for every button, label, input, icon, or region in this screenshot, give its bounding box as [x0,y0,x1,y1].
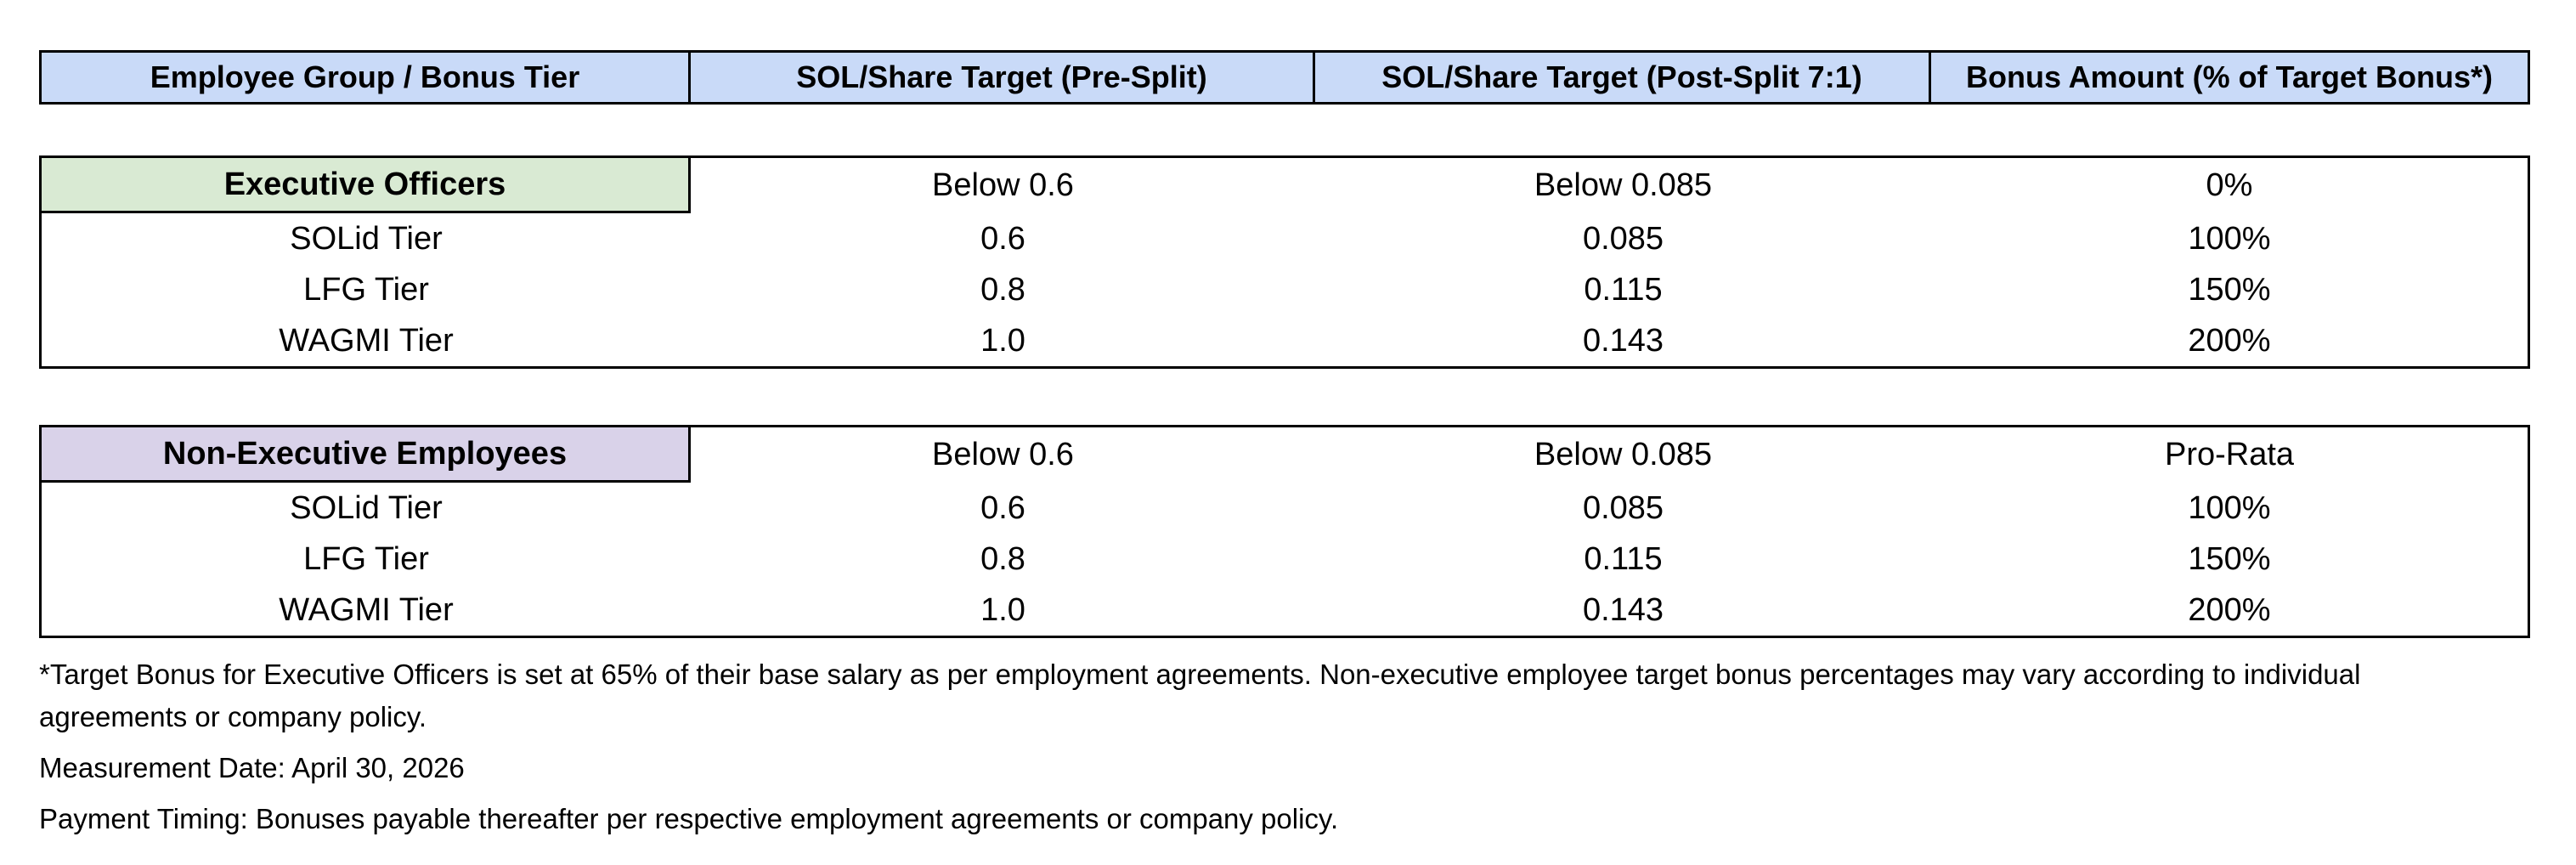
pre-split-value-cell: 0.8 [980,271,1025,308]
post-split-threshold-cell: Below 0.085 [1534,437,1713,472]
post-split-value-cell: 0.143 [1582,591,1664,628]
tier-name-cell: SOLid Tier [290,220,443,257]
tier-name-cell: WAGMI Tier [279,591,454,628]
non-executive-employees-table: Non-Executive Employees Below 0.6 Below … [39,425,2530,638]
table-row: SOLid Tier 0.6 0.085 100% [42,483,2528,534]
table-row: LFG Tier 0.8 0.115 150% [42,534,2528,585]
tier-name-cell: SOLid Tier [290,489,443,526]
table-row: WAGMI Tier 1.0 0.143 200% [42,585,2528,636]
tier-name-cell: WAGMI Tier [279,322,454,359]
bonus-value-cell: 100% [2188,489,2271,526]
bonus-value-cell: 200% [2188,591,2271,628]
bonus-tier-header-table: Employee Group / Bonus Tier SOL/Share Ta… [39,50,2530,105]
pre-split-value-cell: 1.0 [980,591,1025,628]
post-split-value-cell: 0.085 [1582,489,1664,526]
bonus-threshold-cell: 0% [2206,167,2253,203]
measurement-date-text: Measurement Date: April 30, 2026 [39,752,465,783]
header-cell-pre-split-target: SOL/Share Target (Pre-Split) [691,53,1315,102]
header-cell-employee-group: Employee Group / Bonus Tier [42,53,691,102]
pre-split-value-cell: 0.6 [980,489,1025,526]
bonus-threshold-cell: Pro-Rata [2164,437,2295,472]
table-row: SOLid Tier 0.6 0.085 100% [42,213,2528,264]
bonus-value-cell: 100% [2188,220,2271,257]
bonus-value-cell: 200% [2188,322,2271,359]
bonus-value-cell: 150% [2188,540,2271,577]
table-row: Non-Executive Employees Below 0.6 Below … [42,427,2528,483]
table-row: Executive Officers Below 0.6 Below 0.085… [42,158,2528,213]
post-split-threshold-cell: Below 0.085 [1534,167,1713,203]
executive-officers-table: Executive Officers Below 0.6 Below 0.085… [39,155,2530,369]
bonus-value-cell: 150% [2188,271,2271,308]
pre-split-value-cell: 1.0 [980,322,1025,359]
header-cell-bonus-amount: Bonus Amount (% of Target Bonus*) [1966,59,2493,94]
table-row: WAGMI Tier 1.0 0.143 200% [42,315,2528,366]
post-split-value-cell: 0.115 [1584,271,1663,308]
tier-name-cell: LFG Tier [303,540,429,577]
header-cell-post-split-target: SOL/Share Target (Post-Split 7:1) [1315,53,1931,102]
post-split-value-cell: 0.085 [1582,220,1664,257]
pre-split-value-cell: 0.6 [980,220,1025,257]
target-bonus-footnote: *Target Bonus for Executive Officers is … [39,659,2361,732]
group-name-cell: Non-Executive Employees [42,427,691,483]
pre-split-threshold-cell: Below 0.6 [932,167,1074,203]
group-name-cell: Executive Officers [42,158,691,213]
payment-timing-text: Payment Timing: Bonuses payable thereaft… [39,803,1339,834]
post-split-value-cell: 0.115 [1584,540,1663,577]
pre-split-value-cell: 0.8 [980,540,1025,577]
tier-name-cell: LFG Tier [303,271,429,308]
table-row: LFG Tier 0.8 0.115 150% [42,264,2528,315]
pre-split-threshold-cell: Below 0.6 [932,437,1074,472]
post-split-value-cell: 0.143 [1582,322,1664,359]
